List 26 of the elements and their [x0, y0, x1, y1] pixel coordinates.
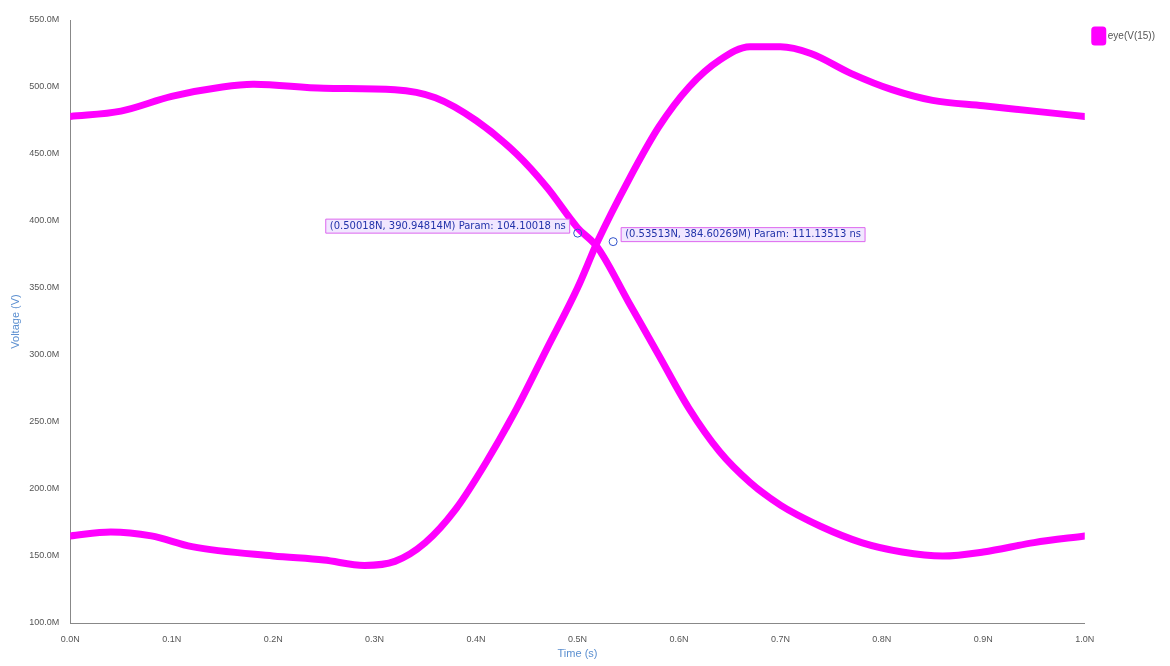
- y-tick-label: 500.0M: [29, 81, 60, 92]
- y-tick-label: 350.0M: [29, 282, 60, 293]
- x-tick-label: 0.4N: [466, 633, 486, 644]
- y-tick-label: 150.0M: [29, 550, 60, 561]
- y-tick-label: 300.0M: [29, 349, 60, 360]
- legend-label: eye(V(15)): [1107, 29, 1156, 41]
- x-tick-label: 0.5N: [567, 633, 587, 644]
- y-tick-label: 250.0M: [29, 416, 60, 427]
- y-tick-label: 100.0M: [29, 617, 60, 628]
- y-tick-label: 450.0M: [29, 148, 60, 159]
- x-tick-label: 0.9N: [973, 633, 993, 644]
- y-tick-label: 400.0M: [29, 215, 60, 226]
- x-tick-label: 0.0N: [60, 633, 80, 644]
- y-axis-title: Voltage (V): [8, 294, 21, 349]
- annotation: (0.53513N, 384.60269M) Param: 111.13513 ns: [625, 228, 862, 240]
- x-axis-title: Time (s): [557, 647, 598, 660]
- x-tick-label: 0.1N: [162, 633, 182, 644]
- x-tick-label: 0.3N: [365, 633, 385, 644]
- annotation: (0.50018N, 390.94814M) Param: 104.10018 ns: [329, 219, 566, 231]
- y-tick-label: 200.0M: [29, 483, 60, 494]
- x-tick-label: 0.8N: [872, 633, 892, 644]
- x-tick-label: 0.2N: [263, 633, 283, 644]
- x-tick-label: 1.0N: [1075, 633, 1095, 644]
- x-tick-label: 0.6N: [669, 633, 689, 644]
- x-tick-label: 0.7N: [770, 633, 790, 644]
- y-tick-label: 550.0M: [29, 14, 60, 25]
